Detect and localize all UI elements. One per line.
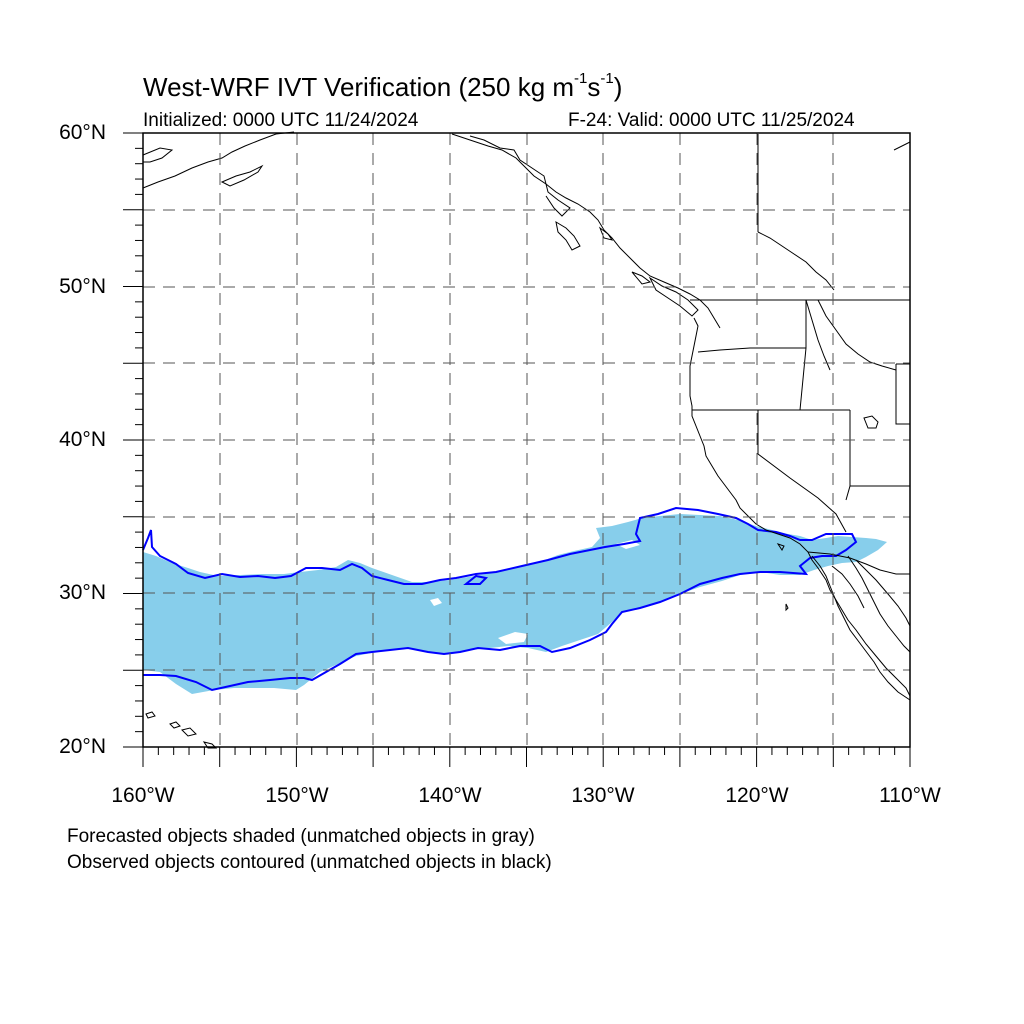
lat-label-60n: 60°N — [59, 121, 106, 144]
lon-label-110w: 110°W — [879, 784, 941, 807]
axis-ticks — [123, 132, 911, 767]
lat-lon-grid — [143, 133, 910, 747]
valid-time: F-24: Valid: 0000 UTC 11/25/2024 — [568, 110, 855, 131]
lat-label-20n: 20°N — [59, 735, 106, 758]
forecast-objects — [143, 514, 887, 694]
lat-label-50n: 50°N — [59, 275, 106, 298]
note-observed-contours: Observed objects contoured (unmatched ob… — [67, 852, 552, 873]
map-title: West-WRF IVT Verification (250 kg m-1s-1… — [143, 70, 623, 102]
forecast-object-main — [143, 514, 887, 694]
lon-label-120w: 120°W — [725, 784, 789, 807]
lat-label-30n: 30°N — [59, 581, 106, 604]
lon-label-160w: 160°W — [111, 784, 175, 807]
observed-object-inlet — [463, 574, 489, 585]
lat-label-40n: 40°N — [59, 428, 106, 451]
initialized-time: Initialized: 0000 UTC 11/24/2024 — [143, 110, 419, 131]
note-forecast-shading: Forecasted objects shaded (unmatched obj… — [67, 826, 535, 847]
lon-label-140w: 140°W — [418, 784, 482, 807]
political-boundaries — [690, 134, 910, 575]
coastlines — [142, 131, 911, 749]
lon-label-130w: 130°W — [571, 784, 635, 807]
lon-label-150w: 150°W — [265, 784, 329, 807]
